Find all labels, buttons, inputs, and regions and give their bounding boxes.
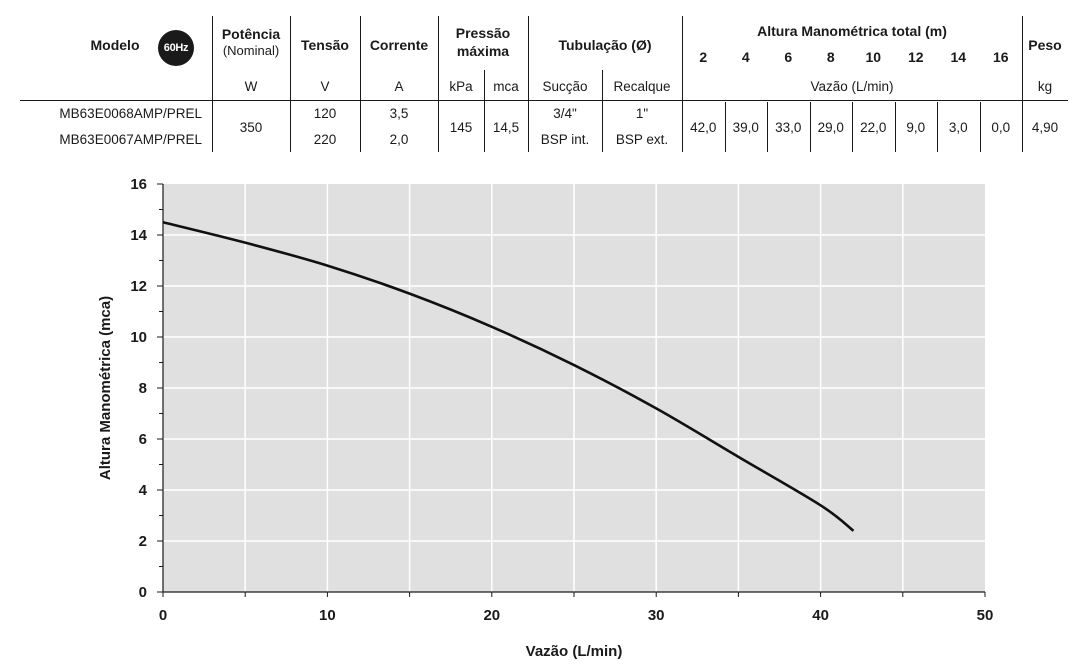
flow-value-2: 42,0 — [690, 119, 717, 135]
flow-value-6: 33,0 — [775, 119, 802, 135]
y-tick-label: 2 — [139, 533, 147, 550]
header-altura: Altura Manométrica total (m) — [757, 22, 947, 39]
tick-labels: 0 2 4 6 8 10 12 14 16 0 10 20 30 40 50 — [130, 176, 993, 624]
pump-curve-chart: 0 2 4 6 8 10 12 14 16 0 10 20 30 40 50 Vazão (L/min) A… — [97, 176, 993, 660]
table-divider — [1022, 16, 1023, 152]
unit-tensao: V — [320, 78, 330, 94]
head-column-2: 2 — [699, 48, 708, 65]
table-divider — [360, 16, 361, 152]
x-axis-label: Vazão (L/min) — [526, 643, 623, 660]
table-divider — [979, 102, 981, 152]
head-column-10: 10 — [865, 48, 882, 65]
table-rule-under-units — [20, 100, 1068, 101]
head-column-4: 4 — [741, 48, 750, 65]
series-line-curva — [162, 220, 855, 532]
head-column-12: 12 — [907, 48, 924, 65]
head-column-6: 6 — [784, 48, 793, 65]
unit-kpa: kPa — [449, 78, 473, 94]
kpa-value: 145 — [449, 119, 473, 135]
header-potencia-sub: (Nominal) — [222, 42, 280, 58]
header-pressao-line1: Pressão — [455, 24, 511, 41]
table-divider — [290, 16, 291, 152]
frequency-badge: 60Hz — [158, 30, 194, 66]
row1-corrente: 3,5 — [389, 105, 409, 121]
potencia-value: 350 — [239, 119, 263, 135]
header-potencia: Potência — [221, 25, 281, 42]
row2-succao: BSP int. — [540, 131, 590, 147]
table-divider — [528, 16, 529, 152]
y-tick-label: 16 — [130, 176, 147, 193]
table-divider — [894, 102, 896, 152]
table-divider — [724, 102, 726, 152]
x-tick-label: 10 — [319, 607, 336, 624]
table-divider — [852, 102, 853, 152]
flow-value-8: 29,0 — [817, 119, 844, 135]
row1-recalque: 1" — [635, 105, 649, 121]
peso-value: 4,90 — [1031, 119, 1059, 135]
row1-succao: 3/4" — [553, 105, 577, 121]
header-pressao-line2: máxima — [456, 42, 510, 59]
axes — [157, 183, 986, 597]
head-column-14: 14 — [950, 48, 967, 65]
row1-tensao: 120 — [313, 105, 337, 121]
flow-value-4: 39,0 — [732, 119, 759, 135]
flow-value-12: 9,0 — [906, 119, 926, 135]
y-tick-label: 10 — [130, 329, 147, 346]
header-peso: Peso — [1028, 36, 1062, 53]
y-tick-label: 4 — [139, 482, 148, 499]
spec-table: Modelo 60Hz Potência (Nominal) Tensão Co… — [20, 14, 1068, 152]
x-tick-label: 0 — [159, 607, 167, 624]
header-corrente: Corrente — [369, 36, 429, 53]
row2-model: MB63E0067AMP/PREL — [59, 131, 202, 147]
unit-potencia: W — [244, 78, 258, 94]
header-tubulacao: Tubulação (Ø) — [558, 36, 652, 53]
table-divider — [602, 70, 603, 152]
header-modelo: Modelo — [90, 36, 140, 53]
unit-peso: kg — [1037, 78, 1053, 94]
table-divider — [809, 102, 811, 152]
unit-mca: mca — [493, 78, 519, 94]
y-tick-label: 8 — [139, 380, 147, 397]
y-axis-label: Altura Manométrica (mca) — [97, 296, 114, 480]
unit-corrente: A — [394, 78, 404, 94]
grid-lines — [163, 184, 985, 592]
table-divider — [438, 16, 439, 152]
table-divider — [682, 16, 683, 152]
row2-corrente: 2,0 — [389, 131, 409, 147]
x-tick-label: 30 — [648, 607, 665, 624]
flow-value-16: 0,0 — [991, 119, 1011, 135]
head-column-8: 8 — [826, 48, 835, 65]
header-tensao: Tensão — [301, 36, 349, 53]
row2-recalque: BSP ext. — [615, 131, 669, 147]
y-tick-label: 14 — [130, 227, 147, 244]
unit-succao: Sucção — [542, 78, 588, 94]
unit-recalque: Recalque — [613, 78, 671, 94]
y-tick-label: 6 — [139, 431, 147, 448]
flow-value-14: 3,0 — [948, 119, 968, 135]
table-divider — [484, 70, 485, 152]
y-tick-label: 12 — [130, 278, 147, 295]
mca-value: 14,5 — [492, 119, 520, 135]
head-column-16: 16 — [992, 48, 1009, 65]
x-tick-label: 50 — [977, 607, 994, 624]
table-divider — [767, 102, 768, 152]
y-tick-label: 0 — [139, 584, 147, 601]
x-tick-label: 20 — [483, 607, 500, 624]
series-lines — [162, 220, 855, 532]
table-divider — [212, 16, 213, 152]
x-tick-label: 40 — [812, 607, 829, 624]
flow-value-10: 22,0 — [860, 119, 887, 135]
table-divider — [937, 102, 938, 152]
unit-vazao: Vazão (L/min) — [810, 78, 894, 94]
row1-model: MB63E0068AMP/PREL — [59, 105, 202, 121]
row2-tensao: 220 — [313, 131, 337, 147]
